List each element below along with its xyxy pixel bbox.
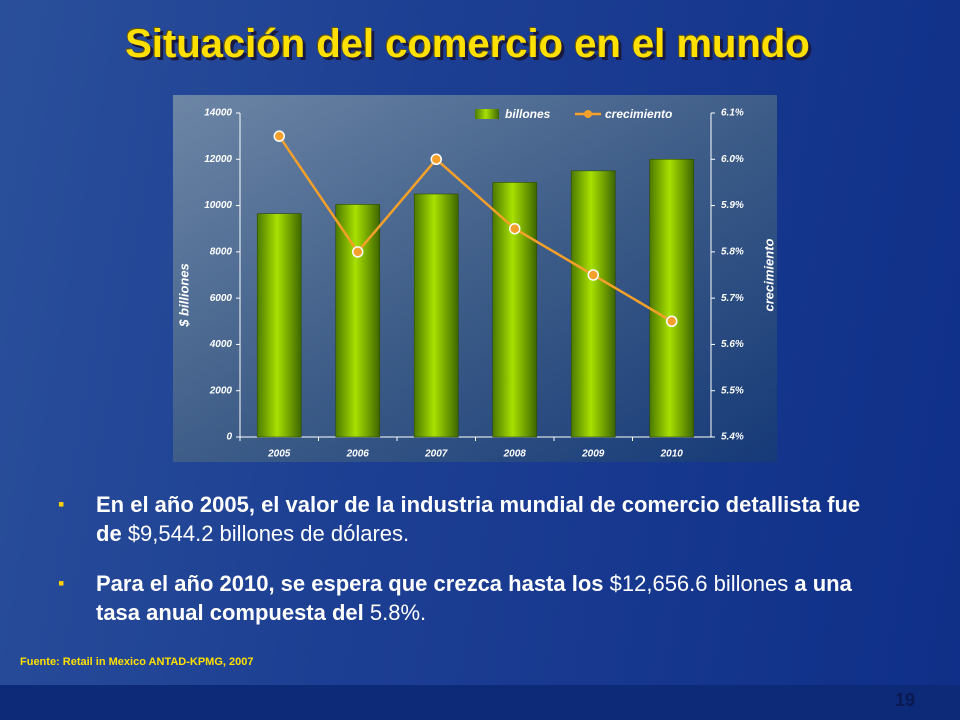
bullet-text: a una tasa anual compuesta del: [96, 571, 852, 625]
y-tick-label: 4000: [209, 339, 233, 350]
bullet-text: Para el año 2010, se espera que crezca h…: [96, 571, 604, 596]
bar: [492, 182, 538, 438]
y-tick-label: 10000: [204, 200, 232, 211]
y2-tick-label: 5.6%: [721, 339, 744, 350]
line: [278, 135, 673, 323]
point: [273, 130, 285, 142]
x-tick-label: 2010: [660, 449, 684, 460]
y-tick-label: 8000: [210, 246, 233, 257]
y2-tick-label: 5.9%: [721, 200, 744, 211]
legend-swatch: [475, 109, 499, 119]
bar: [649, 158, 695, 438]
source-note: Fuente: Retail in Mexico ANTAD-KPMG, 200…: [20, 656, 254, 668]
y-tick-label: 0: [226, 432, 232, 443]
y2-tick-label: 5.4%: [721, 432, 744, 443]
y-tick-label: 14000: [204, 108, 232, 119]
point: [587, 269, 599, 281]
point: [509, 222, 521, 235]
y-tick-label: 2000: [209, 385, 233, 396]
y2-axis-label: crecimiento: [761, 238, 776, 311]
bar: [256, 213, 302, 438]
bar: [570, 170, 616, 438]
y2-tick-label: 6.0%: [721, 154, 744, 165]
x-tick-label: 2005: [267, 449, 291, 460]
y2-tick-label: 5.8%: [721, 246, 744, 257]
x-tick-label: 2007: [424, 449, 448, 460]
bullet-text: 5.8%.: [369, 600, 427, 625]
y2-tick-label: 5.5%: [721, 385, 744, 396]
point: [666, 315, 678, 328]
y-tick-label: 6000: [210, 293, 233, 304]
bar: [413, 193, 459, 438]
chart: $ billiones crecimiento 0 2000 4000 6000 800…: [173, 95, 777, 462]
y2-tick-label: 5.7%: [721, 293, 744, 304]
point: [352, 246, 364, 258]
x-tick-label: 2006: [346, 449, 370, 460]
bullet-text: $12,656.6 billones: [609, 571, 789, 596]
y2-tick-label: 6.1%: [721, 108, 744, 119]
bullet-text: $9,544.2 billones de dólares.: [127, 521, 410, 546]
legend-label: billones: [505, 107, 551, 121]
bullet-text: En el año 2005, el valor de la industria…: [96, 492, 861, 546]
footer-band: [0, 685, 960, 720]
bullet: Para el año 2010, se espera que crezca h…: [58, 569, 886, 627]
bar: [335, 204, 381, 438]
slide-title: Situación del comercio en el mundo: [125, 22, 810, 66]
x-tick-label: 2009: [581, 449, 605, 460]
point: [430, 153, 442, 166]
bullet: En el año 2005, el valor de la industria…: [58, 490, 886, 548]
x-tick-label: 2008: [503, 449, 527, 460]
y-tick-label: 12000: [204, 154, 232, 165]
page-number: 19: [895, 690, 916, 710]
legend-label: crecimiento: [605, 107, 672, 121]
legend-swatch: [584, 110, 592, 118]
y-axis-label: $ billiones: [176, 263, 191, 328]
